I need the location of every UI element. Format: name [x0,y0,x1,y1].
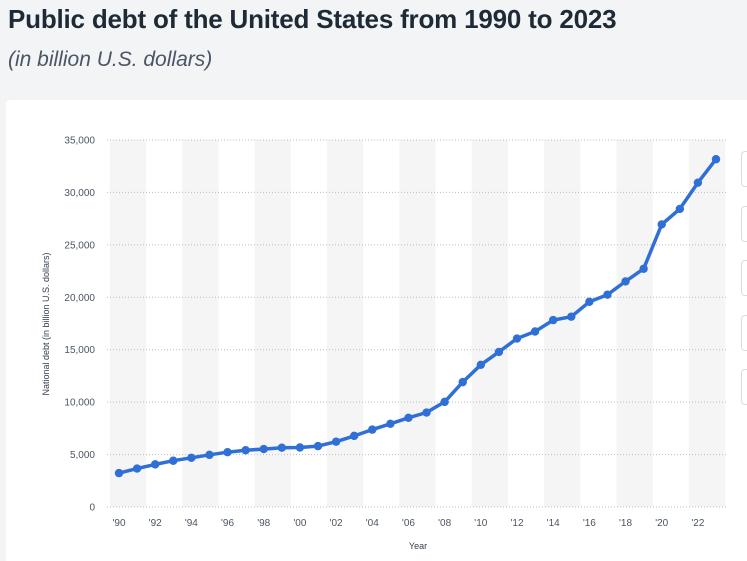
data-point[interactable] [368,425,377,434]
data-point[interactable] [639,264,648,273]
data-point[interactable] [603,290,612,299]
x-tick-label: '92 [149,518,162,529]
x-tick-label: '20 [655,518,668,529]
data-point[interactable] [187,453,196,462]
side-tab-1[interactable] [741,151,747,187]
data-point[interactable] [621,277,630,286]
column-band [399,140,436,507]
x-tick-label: '12 [510,518,523,529]
x-tick-label: '16 [583,518,596,529]
data-point[interactable] [386,419,395,429]
column-band [327,140,364,507]
x-tick-label: '14 [547,518,560,529]
data-point[interactable] [295,443,305,452]
column-bands [109,140,726,507]
gridlines [107,139,727,508]
y-tick-label: 15,000 [64,345,95,356]
x-tick-label: '98 [257,518,270,529]
column-band [616,140,653,507]
column-band [471,140,508,507]
data-point[interactable] [711,155,721,164]
side-tab-2[interactable] [741,206,747,242]
data-point[interactable] [259,444,268,454]
data-point[interactable] [530,327,540,336]
x-axis-label: Year [409,541,427,551]
x-tick-label: '22 [691,518,704,529]
y-tick-label: 5,000 [70,450,95,461]
data-point[interactable] [241,446,250,455]
x-tick-label: '06 [402,518,415,529]
x-tick-label: '90 [112,518,125,529]
data-point[interactable] [476,360,486,369]
data-point[interactable] [313,441,323,451]
data-point[interactable] [548,315,558,325]
data-points [114,155,721,478]
y-tick-label: 25,000 [64,240,95,251]
data-point[interactable] [223,448,232,457]
data-point[interactable] [458,377,467,387]
line-chart: 0 5,000 10,000 15,000 20,000 25,000 30,000 35,0… [41,136,727,551]
data-point[interactable] [169,456,178,465]
series-line [117,157,718,475]
y-tick-label: 0 [89,503,95,514]
y-tick-label: 30,000 [64,188,95,199]
x-tick-label: '08 [438,518,451,529]
data-point[interactable] [277,443,287,452]
data-point[interactable] [422,408,431,417]
data-point[interactable] [675,204,685,214]
data-point[interactable] [132,464,142,473]
data-point[interactable] [205,450,214,460]
column-band [254,140,291,507]
data-point[interactable] [331,437,341,446]
x-tick-label: '10 [474,518,487,529]
y-tick-label: 10,000 [64,398,95,409]
data-point[interactable] [349,431,359,441]
side-tab-5[interactable] [741,369,747,405]
data-point[interactable] [150,460,160,469]
y-axis-label: National debt (in billion U.S. dollars) [41,252,51,395]
x-tick-label: '02 [330,518,343,529]
x-axis-ticks: '90 '92 '94 '96 '98 '00 '02 '04 '06 '08 '10 '12 '14 '… [112,518,704,529]
data-point[interactable] [693,178,703,187]
side-tab-4[interactable] [741,315,747,351]
data-point[interactable] [440,397,449,407]
x-tick-label: '96 [221,518,234,529]
x-tick-label: '94 [185,518,198,529]
x-tick-label: '18 [619,518,632,529]
x-tick-label: '04 [366,518,379,529]
y-tick-label: 35,000 [64,136,95,147]
column-band [109,140,147,507]
chart-subtitle: (in billion U.S. dollars) [8,48,213,71]
data-point[interactable] [494,347,504,357]
data-point[interactable] [567,312,576,321]
chart-card: 0 5,000 10,000 15,000 20,000 25,000 30,000 35,0… [6,100,747,561]
data-point[interactable] [404,413,413,422]
column-band [688,140,726,507]
x-tick-label: '00 [293,518,306,529]
column-band [182,140,219,507]
data-point[interactable] [585,297,594,306]
chart-title: Public debt of the United States from 19… [8,4,617,34]
data-point[interactable] [657,220,666,229]
side-tab-3[interactable] [741,260,747,296]
data-point[interactable] [114,468,124,478]
data-point[interactable] [512,334,522,343]
y-axis-ticks: 0 5,000 10,000 15,000 20,000 25,000 30,000 35,0… [64,136,95,514]
y-tick-label: 20,000 [64,293,95,304]
